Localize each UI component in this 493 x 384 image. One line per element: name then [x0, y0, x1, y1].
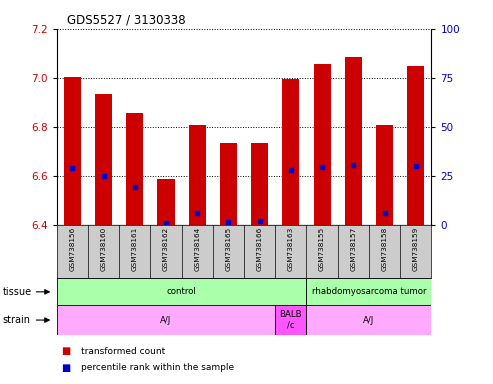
- Text: GSM738162: GSM738162: [163, 226, 169, 270]
- Text: GSM738164: GSM738164: [194, 226, 200, 270]
- Text: rhabdomyosarcoma tumor: rhabdomyosarcoma tumor: [312, 287, 426, 296]
- Text: GDS5527 / 3130338: GDS5527 / 3130338: [67, 14, 185, 27]
- Bar: [314, 64, 331, 225]
- Text: A/J: A/J: [363, 316, 375, 324]
- Text: GSM738156: GSM738156: [70, 226, 75, 270]
- Text: strain: strain: [2, 315, 31, 325]
- Text: GSM738160: GSM738160: [101, 226, 106, 270]
- Text: GSM738158: GSM738158: [382, 226, 387, 270]
- Text: A/J: A/J: [160, 316, 172, 324]
- Text: BALB
/c: BALB /c: [280, 310, 302, 330]
- Text: ■: ■: [62, 346, 71, 356]
- Text: tissue: tissue: [2, 287, 32, 297]
- Bar: [376, 126, 393, 225]
- Text: ■: ■: [62, 363, 71, 373]
- Bar: [345, 57, 362, 225]
- Bar: [307, 305, 431, 335]
- Bar: [64, 76, 81, 225]
- Text: GSM738155: GSM738155: [319, 226, 325, 270]
- Text: GSM738157: GSM738157: [351, 226, 356, 270]
- Bar: [307, 278, 431, 305]
- Bar: [220, 142, 237, 225]
- Bar: [282, 79, 299, 225]
- Bar: [275, 305, 307, 335]
- Bar: [126, 113, 143, 225]
- Text: GSM738165: GSM738165: [225, 226, 231, 270]
- Text: percentile rank within the sample: percentile rank within the sample: [81, 363, 235, 372]
- Bar: [189, 126, 206, 225]
- Text: GSM738163: GSM738163: [288, 226, 294, 270]
- Bar: [407, 66, 424, 225]
- Text: GSM738166: GSM738166: [257, 226, 263, 270]
- Text: control: control: [167, 287, 197, 296]
- Bar: [95, 94, 112, 225]
- Bar: [157, 179, 175, 225]
- Text: GSM738161: GSM738161: [132, 226, 138, 270]
- Bar: [57, 305, 275, 335]
- Text: GSM738159: GSM738159: [413, 226, 419, 270]
- Text: transformed count: transformed count: [81, 347, 166, 356]
- Bar: [57, 278, 307, 305]
- Bar: [251, 142, 268, 225]
